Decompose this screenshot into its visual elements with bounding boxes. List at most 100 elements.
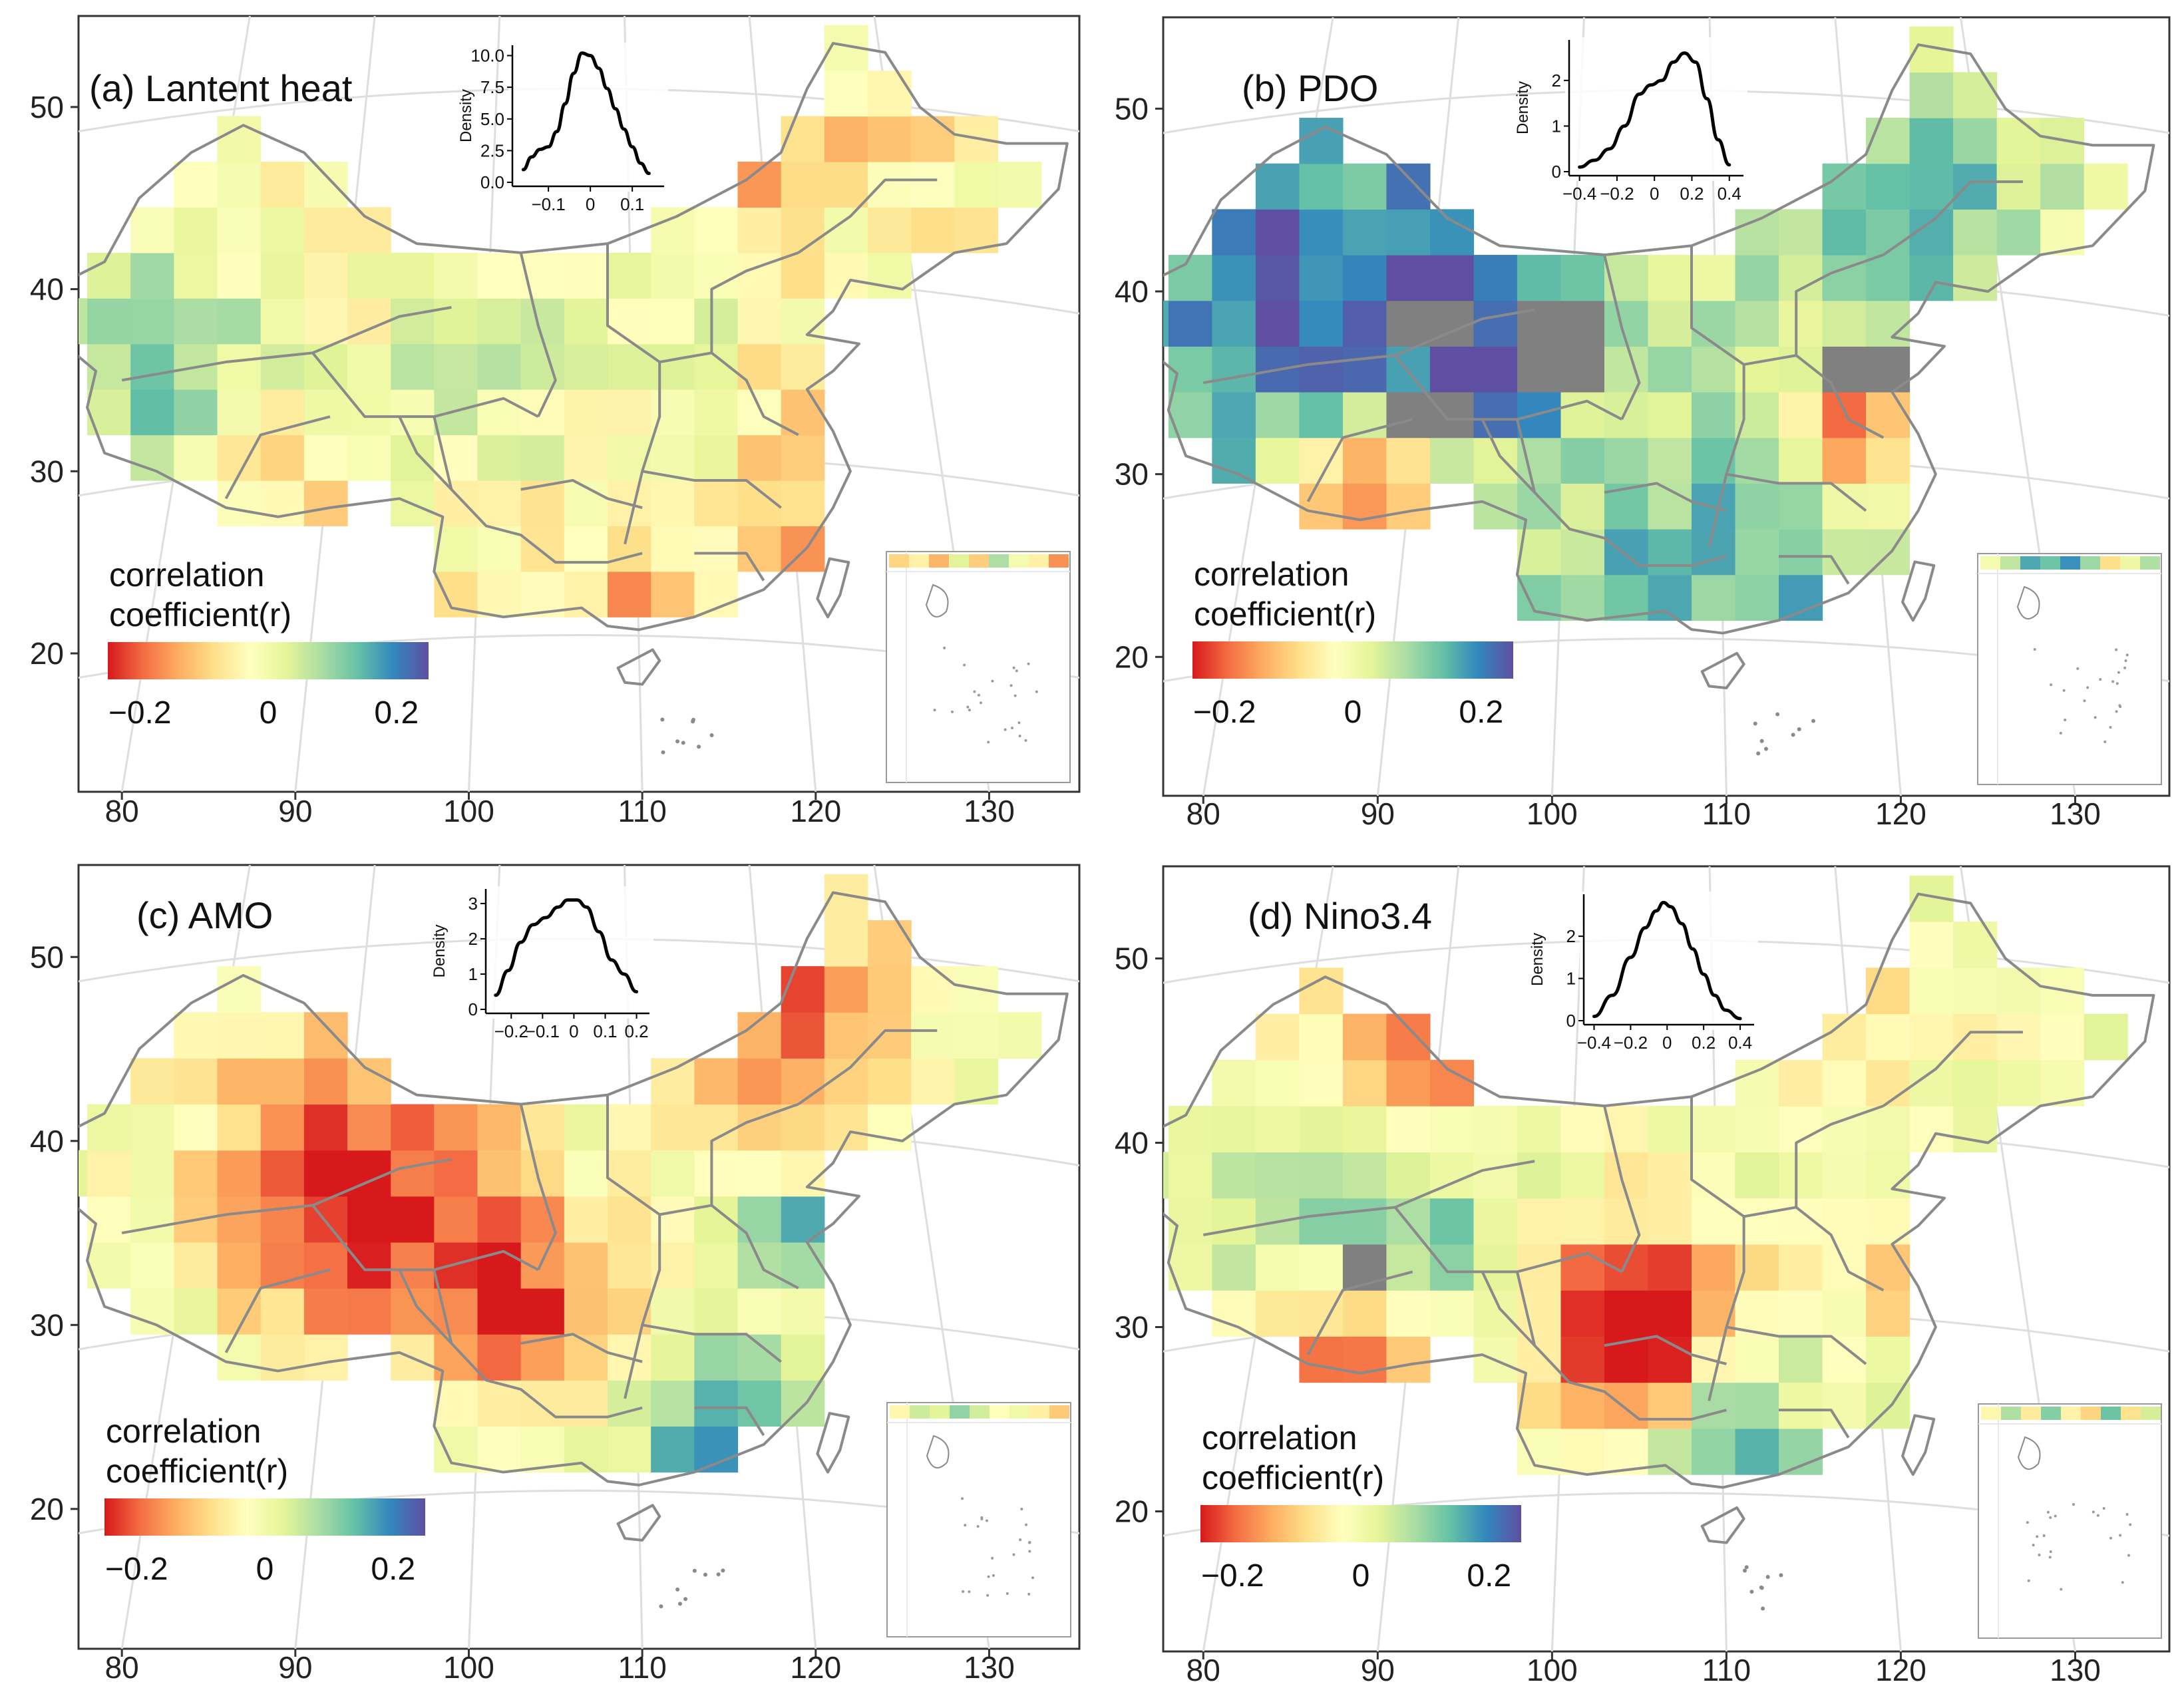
inset-cell: [2040, 556, 2060, 570]
grid-cell: [347, 1150, 391, 1197]
grid-cell: [1735, 255, 1779, 301]
inset-island: [964, 1524, 967, 1527]
grid-cell: [911, 1012, 955, 1059]
y-tick-label: 50: [1115, 91, 1149, 126]
grid-cell: [737, 207, 782, 254]
inset-cell: [2021, 1407, 2041, 1420]
y-tick-label: 40: [30, 272, 64, 307]
island: [691, 717, 695, 722]
grid-cell: [1691, 1152, 1736, 1199]
inset-cell: [950, 1405, 970, 1419]
grid-cell: [781, 1104, 825, 1151]
grid-cell: [1604, 529, 1649, 576]
grid-cell: [217, 1104, 262, 1151]
grid-cell: [1212, 1152, 1256, 1199]
grid-cell: [1429, 209, 1475, 256]
grid-cell: [1779, 300, 1823, 347]
inset-frame: [886, 1402, 1071, 1637]
colorbar: [1192, 641, 1513, 679]
grid-cell: [303, 1334, 348, 1381]
grid-cell: [824, 966, 868, 1013]
inset-frame: [886, 551, 1071, 783]
grid-cell: [608, 298, 651, 345]
inset-island: [2046, 1510, 2050, 1514]
grid-cell: [1779, 574, 1823, 621]
province-boundary: [641, 470, 782, 509]
province-boundary: [520, 1333, 643, 1363]
inset-island: [2121, 1581, 2124, 1584]
grid-cell: [1473, 1106, 1518, 1152]
grid-cell: [608, 526, 651, 572]
inset-cell: [2041, 1407, 2061, 1420]
grid-cell: [1560, 574, 1605, 621]
inset-island: [968, 1590, 971, 1594]
province-boundary: [1306, 1270, 1413, 1355]
y-tick-label: 30: [1115, 1309, 1149, 1344]
grid-cell: [347, 1242, 391, 1289]
grid-cell: [347, 252, 391, 299]
density-x-tick-label: −0.4: [1577, 1033, 1611, 1053]
density-y-tick-label: 0: [1566, 1011, 1576, 1031]
grid-cell: [1648, 1290, 1692, 1337]
grid-cell: [79, 298, 88, 345]
grid-cell: [1822, 1059, 1867, 1107]
grid-cell: [564, 434, 608, 481]
province-boundary: [1603, 1105, 1641, 1273]
inset-island: [1017, 721, 1021, 725]
province-boundary: [520, 478, 643, 509]
density-x-tick-label: 0: [586, 194, 595, 214]
grid-cell: [1735, 529, 1779, 576]
grid-cell: [824, 1104, 868, 1151]
panel-a: 80 90 100 110 120 130 50 40 30 20 (a) Lantent heat…: [30, 15, 1081, 828]
grid-cell: [608, 1426, 651, 1473]
country-boundary: [79, 891, 1069, 1486]
inset-island: [2026, 1521, 2029, 1524]
island: [1753, 721, 1757, 726]
correlation-grid: [1163, 875, 2128, 1475]
grid-cell: [1342, 346, 1387, 393]
grid-cell: [477, 1288, 522, 1335]
grid-cell: [260, 1242, 305, 1289]
grid-cell: [347, 1288, 391, 1335]
legend-tick-label: −0.2: [1193, 695, 1256, 730]
grid-cell: [391, 389, 435, 436]
inset-island: [980, 1516, 984, 1519]
grid-cell: [1255, 437, 1300, 484]
inset-island: [925, 584, 949, 617]
grid-cell: [1299, 1059, 1344, 1107]
grid-cell: [867, 966, 912, 1013]
y-tick-label: 40: [1115, 1125, 1149, 1160]
grid-cell: [1517, 392, 1562, 438]
grid-cell: [174, 434, 218, 481]
grid-cell: [1560, 437, 1605, 484]
province-boundary: [1690, 246, 1745, 548]
inset-island: [1025, 1523, 1028, 1526]
grid-cell: [564, 389, 608, 436]
inset-island: [1027, 1541, 1031, 1544]
inset-island: [2109, 726, 2112, 729]
grid-cell: [1604, 346, 1649, 393]
inset-cell: [910, 1405, 930, 1419]
grid-cell: [1168, 255, 1212, 301]
x-tick-label: 130: [964, 1650, 1015, 1685]
grid-cell: [174, 161, 218, 208]
inset-island: [2048, 1556, 2052, 1559]
grid-cell: [1429, 1198, 1475, 1245]
grid-cell: [1735, 392, 1779, 438]
grid-cell: [1342, 1198, 1387, 1245]
x-tick-label: 80: [1186, 796, 1220, 831]
x-tick-label: 90: [1361, 1653, 1395, 1687]
grid-cell: [1604, 437, 1649, 484]
grid-cell: [694, 207, 739, 254]
grid-cell: [1342, 437, 1387, 484]
density-y-tick-label: 3: [468, 894, 478, 914]
grid-cell: [1604, 1382, 1649, 1429]
map-area: [79, 16, 1079, 792]
grid-cell: [651, 480, 695, 526]
inset-island: [2129, 1523, 2132, 1526]
grid-cell: [694, 389, 739, 436]
grid-cell: [1386, 1059, 1431, 1107]
inset-cell: [909, 554, 929, 568]
grid-cell: [347, 343, 391, 390]
grid-cell: [867, 920, 912, 967]
